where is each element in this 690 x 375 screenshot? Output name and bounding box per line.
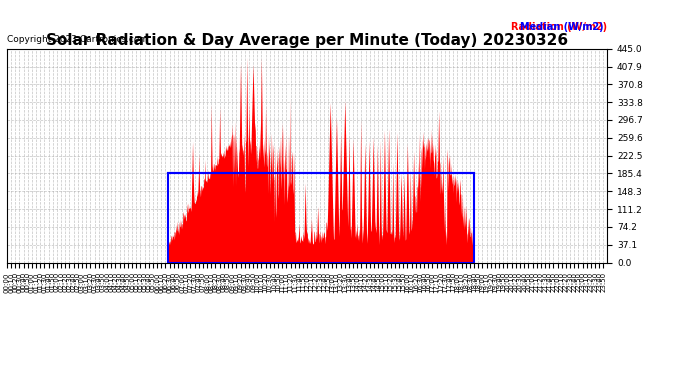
Text: Copyright 2023 Cartronics.com: Copyright 2023 Cartronics.com <box>7 36 148 45</box>
Title: Solar Radiation & Day Average per Minute (Today) 20230326: Solar Radiation & Day Average per Minute… <box>46 33 568 48</box>
Text: Radiation (W/m2): Radiation (W/m2) <box>511 22 607 32</box>
Bar <box>168 174 474 262</box>
Text: Median (W/m2): Median (W/m2) <box>520 22 607 32</box>
